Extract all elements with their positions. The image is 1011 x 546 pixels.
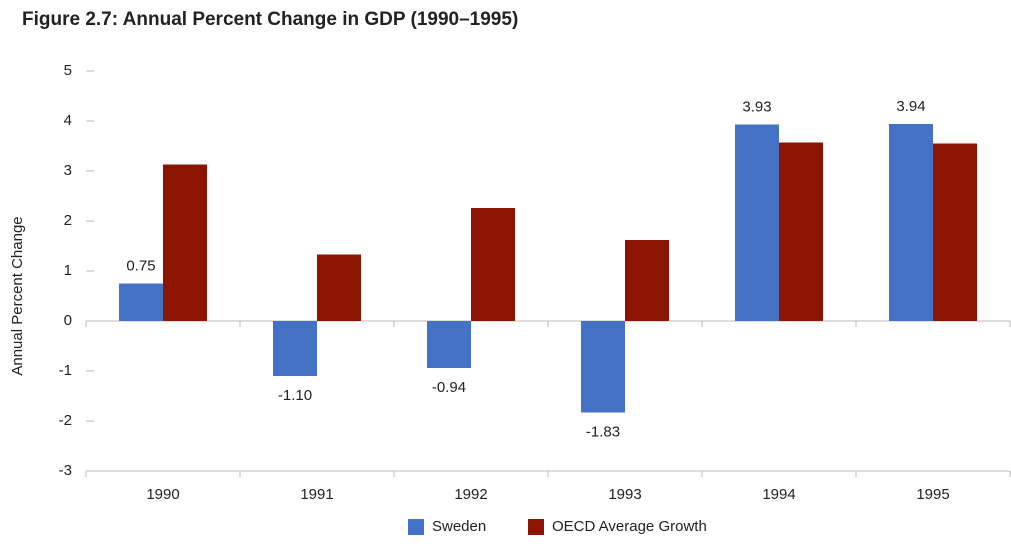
value-label: -0.94 bbox=[432, 379, 466, 396]
y-tick-label: 2 bbox=[64, 212, 72, 229]
legend-swatch bbox=[408, 519, 424, 535]
value-label: -1.83 bbox=[586, 423, 620, 440]
bar bbox=[317, 254, 361, 321]
bar bbox=[119, 283, 163, 321]
value-label: 3.94 bbox=[896, 98, 925, 115]
x-tick-label: 1995 bbox=[916, 486, 949, 503]
y-tick-label: 4 bbox=[64, 112, 72, 129]
bar bbox=[273, 321, 317, 376]
bar bbox=[933, 143, 977, 321]
value-label: 0.75 bbox=[126, 257, 155, 274]
bar bbox=[889, 124, 933, 321]
bar bbox=[163, 164, 207, 321]
chart-title: Figure 2.7: Annual Percent Change in GDP… bbox=[22, 9, 518, 30]
bar bbox=[625, 240, 669, 321]
y-tick-label: 3 bbox=[64, 162, 72, 179]
legend-label: OECD Average Growth bbox=[552, 518, 707, 535]
legend-swatch bbox=[528, 519, 544, 535]
x-tick-label: 1990 bbox=[146, 486, 179, 503]
value-label: -1.10 bbox=[278, 387, 312, 404]
y-axis-label: Annual Percent Change bbox=[9, 216, 26, 375]
y-tick-label: 0 bbox=[64, 312, 72, 329]
bar bbox=[427, 321, 471, 368]
y-tick-label: -1 bbox=[59, 362, 72, 379]
value-label: 3.93 bbox=[742, 98, 771, 115]
y-tick-label: -3 bbox=[59, 462, 72, 479]
bar bbox=[471, 208, 515, 321]
y-tick-label: 1 bbox=[64, 262, 72, 279]
y-tick-label: -2 bbox=[59, 412, 72, 429]
x-tick-label: 1994 bbox=[762, 486, 795, 503]
bar bbox=[735, 124, 779, 321]
legend-label: Sweden bbox=[432, 518, 486, 535]
x-tick-label: 1992 bbox=[454, 486, 487, 503]
bar bbox=[581, 321, 625, 413]
x-tick-label: 1993 bbox=[608, 486, 641, 503]
y-tick-label: 5 bbox=[64, 62, 72, 79]
x-tick-label: 1991 bbox=[300, 486, 333, 503]
bar bbox=[779, 142, 823, 321]
